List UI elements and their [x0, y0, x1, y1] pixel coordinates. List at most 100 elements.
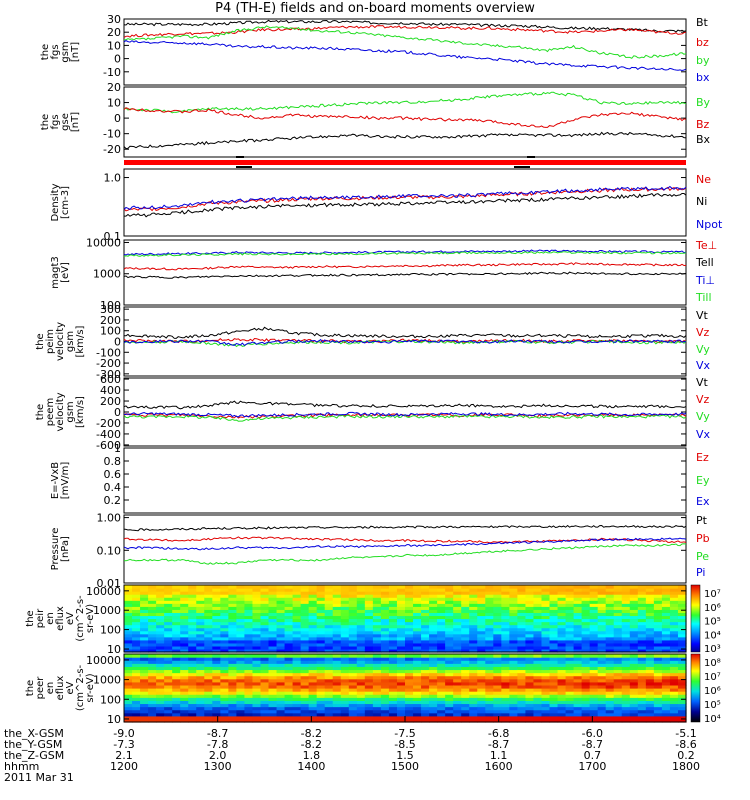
colorbar-label: 10⁵ [704, 700, 721, 711]
spectrogram-cell [437, 712, 446, 717]
spectrogram-cell [396, 688, 406, 692]
spectrogram-cell [372, 660, 382, 664]
spectrogram-cell [621, 718, 631, 723]
spectrogram-cell [300, 621, 310, 626]
spectrogram-cell [661, 709, 671, 714]
spectrogram-cell [140, 678, 149, 683]
spectrogram-cell [324, 660, 334, 664]
spectrogram-cell [629, 706, 639, 711]
spectrogram-cell [196, 591, 205, 595]
spectrogram-cell [485, 669, 494, 674]
spectrogram-cell [316, 636, 326, 641]
spectrogram-cell [501, 630, 510, 635]
spectrogram-cell [437, 615, 446, 620]
spectrogram-cell [669, 603, 679, 607]
spectrogram-cell [124, 718, 133, 723]
spectrogram-cell [292, 666, 302, 671]
spectrogram-cell [461, 600, 470, 604]
spectrogram-cell [461, 636, 470, 641]
spectrogram-cell [316, 691, 326, 695]
spectrogram-cell [364, 594, 374, 598]
spectrogram-cell [509, 612, 518, 617]
spectrogram-cell [509, 609, 518, 614]
spectrogram-cell [613, 648, 623, 653]
spectrogram-cell [613, 675, 623, 680]
spectrogram-cell [260, 642, 270, 647]
spectrogram-cell [284, 639, 294, 644]
spectrogram-cell [364, 648, 374, 653]
spectrogram-cell [188, 642, 197, 647]
spectrogram-cell [268, 603, 278, 607]
spectrogram-cell [629, 672, 639, 677]
spectrogram-cell [645, 684, 655, 689]
spectrogram-cell [405, 648, 414, 653]
spectrogram-cell [605, 703, 615, 708]
spectrogram-cell [156, 718, 165, 723]
series-Vx [123, 338, 687, 347]
spectrogram-cell [637, 712, 647, 717]
y-axis-label: en [45, 682, 56, 695]
spectrogram-cell [204, 621, 213, 626]
spectrogram-cell [148, 718, 157, 723]
spectrogram-cell [429, 660, 438, 664]
spectrogram-cell [244, 585, 254, 589]
spectrogram-cell [364, 585, 374, 589]
spectrogram-cell [605, 675, 615, 680]
spectrogram-cell [332, 706, 342, 711]
spectrogram-cell [501, 627, 510, 632]
spectrogram-cell [453, 709, 462, 714]
y-tick-label: 0.6 [104, 468, 122, 481]
spectrogram-cell [204, 648, 213, 653]
spectrogram-cell [669, 639, 679, 644]
spectrogram-cell [196, 663, 205, 667]
y-axis-label: en [45, 612, 56, 625]
spectrogram-cell [380, 633, 390, 638]
spectrogram-cell [421, 648, 430, 653]
spectrogram-cell [549, 718, 559, 723]
spectrogram-cell [589, 694, 599, 698]
spectrogram-cell [356, 712, 366, 717]
spectrogram-cell [581, 691, 591, 695]
spectrogram-cell [308, 642, 318, 647]
spectrogram-cell [380, 627, 390, 632]
spectrogram-cell [461, 585, 470, 589]
spectrogram-cell [324, 621, 334, 626]
spectrogram-cell [236, 715, 246, 720]
spectrogram-cell [340, 660, 350, 664]
spectrogram-cell [605, 621, 615, 626]
spectrogram-cell [429, 633, 438, 638]
spectrogram-cell [613, 612, 623, 617]
spectrogram-cell [533, 648, 543, 653]
spectrogram-cell [645, 669, 655, 674]
spectrogram-cell [124, 594, 133, 598]
spectrogram-cell [669, 675, 679, 680]
spectrogram-cell [164, 715, 173, 720]
spectrogram-cell [380, 654, 390, 658]
spectrogram-cell [244, 684, 254, 689]
spectrogram-cell [156, 672, 165, 677]
spectrogram-cell [156, 609, 165, 614]
spectrogram-cell [260, 654, 270, 658]
spectrogram-cell [276, 712, 286, 717]
spectrogram-cell [581, 621, 591, 626]
spectrogram-cell [653, 636, 663, 641]
spectrogram-cell [308, 688, 318, 692]
spectrogram-cell [613, 645, 623, 650]
spectrogram-cell [597, 688, 607, 692]
spectrogram-cell [284, 694, 294, 698]
spectrogram-cell [356, 612, 366, 617]
y-axis-label: fgs [50, 44, 61, 59]
spectrogram-cell [372, 639, 382, 644]
spectrogram-cell [284, 681, 294, 686]
spectrogram-cell [364, 681, 374, 686]
spectrogram-cell [220, 621, 229, 626]
spectrogram-cell [661, 600, 671, 604]
spectrogram-cell [132, 621, 141, 626]
spectrogram-cell [172, 627, 181, 632]
spectrogram-cell [292, 684, 302, 689]
spectrogram-cell [396, 585, 406, 589]
spectrogram-cell [533, 606, 543, 610]
spectrogram-cell [405, 675, 414, 680]
spectrogram-cell [236, 660, 246, 664]
